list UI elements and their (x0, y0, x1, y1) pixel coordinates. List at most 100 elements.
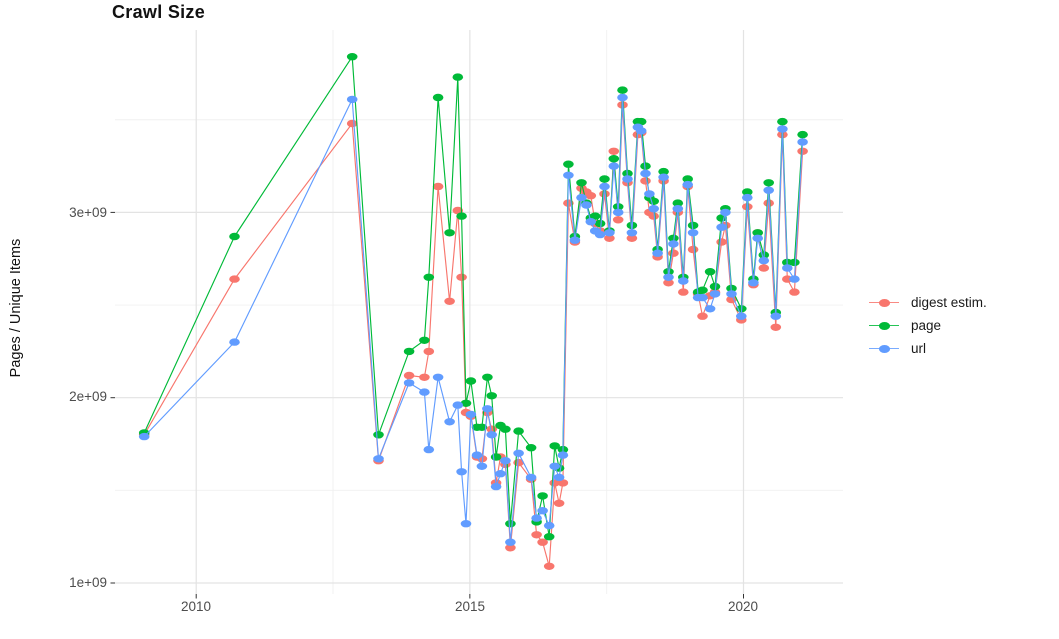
data-point-url (697, 293, 708, 302)
data-point-page (635, 117, 647, 126)
data-point-digest-estim- (444, 297, 455, 305)
data-point-url (505, 538, 516, 546)
data-point-url (752, 234, 763, 242)
data-point-page (672, 199, 684, 207)
data-point-page (373, 431, 384, 439)
data-point-url (709, 290, 721, 298)
data-point-page (505, 520, 516, 528)
data-point-url (581, 201, 592, 209)
data-point-url (576, 193, 587, 202)
data-point-page (525, 444, 537, 452)
data-point-page (456, 212, 467, 220)
data-point-url (599, 182, 610, 191)
data-point-page (432, 93, 444, 102)
data-point-page (589, 212, 601, 220)
data-point-url (663, 273, 674, 281)
data-point-url (608, 162, 620, 170)
data-point-url (444, 418, 455, 426)
data-point-page (465, 377, 477, 385)
data-point-url (682, 180, 693, 189)
data-point-page (648, 197, 659, 205)
data-point-digest-estim- (608, 147, 620, 155)
data-point-url (486, 431, 498, 439)
data-point-url (668, 240, 679, 248)
data-point-url (644, 190, 655, 198)
data-point-page (789, 258, 800, 267)
data-point-url (419, 388, 430, 396)
data-point-url (736, 312, 747, 320)
data-point-url (672, 205, 684, 213)
data-point-page (763, 179, 774, 187)
data-point-page (423, 273, 435, 281)
data-point-page (617, 86, 628, 94)
legend-label-page: page (911, 318, 942, 333)
data-point-url (465, 410, 477, 419)
data-point-url (716, 223, 727, 231)
data-point-url (782, 264, 793, 272)
data-point-url (789, 275, 800, 283)
data-point-url (678, 277, 689, 285)
data-point-url (742, 193, 753, 202)
x-tick-label-2020: 2020 (727, 599, 759, 614)
data-point-digest-estim- (403, 371, 415, 380)
data-point-url (452, 401, 464, 409)
data-point-page (346, 53, 358, 61)
data-point-digest-estim- (456, 273, 467, 281)
data-point-digest-estim- (229, 275, 240, 283)
data-point-page (658, 167, 669, 176)
data-point-url (640, 169, 651, 178)
data-point-page (704, 268, 716, 276)
data-point-digest-estim- (505, 544, 516, 552)
data-point-url (500, 457, 511, 465)
legend-item-url: url (869, 337, 987, 360)
data-point-digest-estim- (604, 234, 615, 242)
legend-item-digest: digest estim. (869, 291, 987, 314)
data-point-page (682, 175, 693, 183)
data-point-url (543, 521, 555, 530)
data-point-page (777, 117, 788, 126)
legend-key-page-icon (869, 319, 899, 333)
data-point-page (608, 155, 620, 163)
data-point-url (635, 127, 647, 135)
y-tick-label-3e09: 3e+09 (69, 205, 107, 220)
data-point-url (471, 451, 483, 459)
data-point-digest-estim- (419, 373, 430, 381)
data-point-url (403, 379, 415, 387)
data-point-page (452, 73, 464, 81)
data-point-digest-estim- (648, 212, 659, 220)
data-point-url (569, 236, 581, 244)
data-point-url (648, 205, 659, 213)
data-point-url (531, 514, 542, 522)
data-point-digest-estim- (663, 279, 674, 287)
data-point-page (444, 229, 455, 237)
data-point-digest-estim- (716, 238, 727, 246)
data-point-url (476, 462, 488, 470)
data-point-digest-estim- (543, 562, 555, 570)
data-point-page (229, 232, 240, 241)
data-point-url (687, 229, 699, 237)
data-point-url (585, 218, 597, 226)
legend-item-page: page (869, 314, 987, 337)
data-point-digest-estim- (423, 347, 435, 356)
data-point-page (742, 188, 753, 196)
data-point-page (599, 175, 610, 183)
data-point-digest-estim- (668, 249, 679, 257)
data-point-url (229, 338, 240, 346)
data-point-page (797, 130, 808, 139)
data-point-page (594, 219, 606, 228)
data-point-url (557, 451, 569, 459)
legend-key-digest-icon (869, 296, 899, 310)
data-point-url (482, 405, 493, 413)
plot-panel (115, 30, 843, 594)
data-point-digest-estim- (557, 479, 569, 487)
y-axis-title: Pages / Unique Items (8, 238, 24, 378)
data-point-url (346, 95, 358, 104)
data-point-page (490, 453, 502, 461)
data-point-page (697, 286, 708, 294)
data-point-url (553, 473, 565, 482)
data-point-url (797, 138, 808, 146)
data-point-digest-estim- (553, 499, 565, 507)
data-point-url (726, 290, 737, 298)
